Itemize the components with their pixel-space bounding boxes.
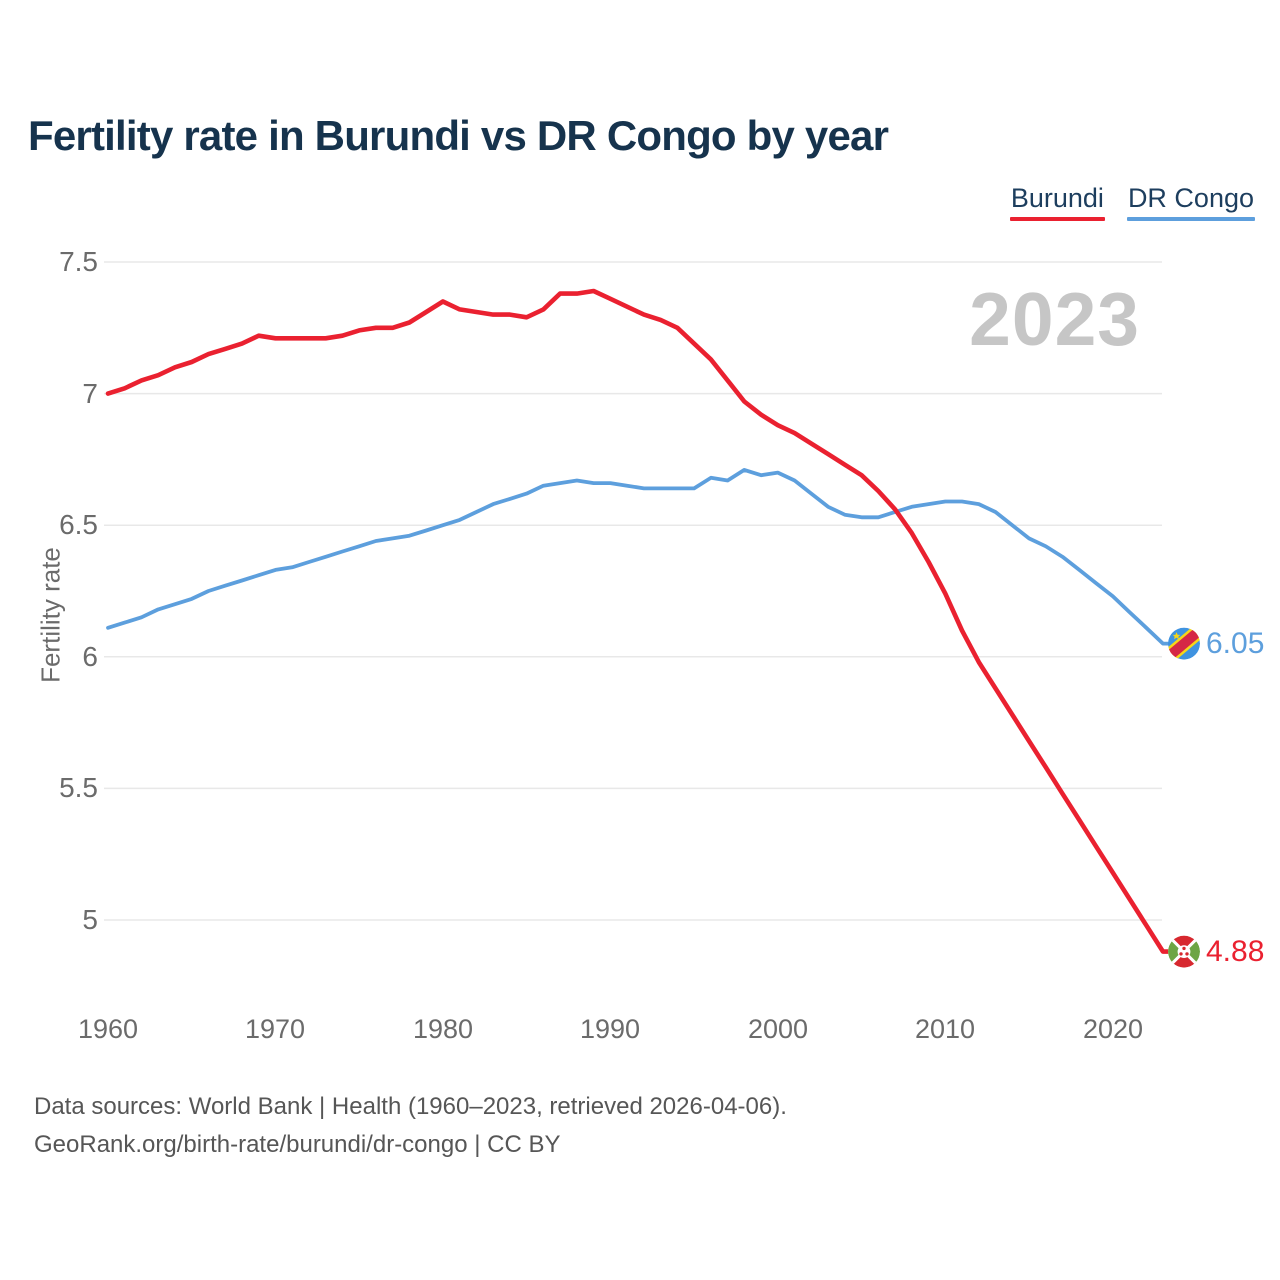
y-axis-tick: 6.5 — [59, 509, 98, 540]
data-source-note: Data sources: World Bank | Health (1960–… — [34, 1088, 787, 1164]
y-axis-tick: 5.5 — [59, 772, 98, 803]
gridlines — [104, 261, 1162, 921]
dr-congo-flag-icon — [1168, 627, 1200, 660]
x-axis-tick: 2000 — [747, 1014, 809, 1044]
y-axis-tick: 7.5 — [59, 246, 98, 277]
dr-congo-line — [106, 467, 1172, 646]
legend-item-dr-congo[interactable]: DR Congo — [1126, 183, 1255, 221]
watermark-year: 2023 — [969, 277, 1140, 361]
legend-underline-dr-congo — [1126, 217, 1255, 221]
y-axis-tick: 5 — [82, 904, 98, 935]
legend-underline-burundi — [1009, 217, 1105, 221]
chart-title: Fertility rate in Burundi vs DR Congo by… — [28, 112, 889, 159]
y-axis-tick: 7 — [82, 378, 98, 409]
burundi-flag-icon — [1168, 935, 1200, 968]
legend: Burundi DR Congo — [1009, 183, 1255, 221]
data-source-line1: Data sources: World Bank | Health (1960–… — [34, 1093, 787, 1120]
burundi-value-label: 4.88 — [1206, 935, 1265, 968]
x-axis-tick: 2010 — [914, 1014, 976, 1044]
x-axis-tick: 1960 — [77, 1014, 139, 1044]
x-axis-tick: 1980 — [412, 1014, 474, 1044]
x-axis-tick: 1990 — [579, 1014, 641, 1044]
data-source-line2: GeoRank.org/birth-rate/burundi/dr-congo … — [34, 1131, 561, 1158]
y-axis-tick: 6 — [82, 641, 98, 672]
burundi-line — [105, 288, 1173, 954]
legend-label-dr-congo: DR Congo — [1127, 183, 1254, 213]
legend-item-burundi[interactable]: Burundi — [1009, 183, 1105, 221]
legend-label-burundi: Burundi — [1010, 183, 1104, 213]
dr-congo-value-label: 6.05 — [1206, 627, 1265, 660]
x-axis-tick: 1970 — [244, 1014, 306, 1044]
x-axis-tick: 2020 — [1082, 1014, 1144, 1044]
